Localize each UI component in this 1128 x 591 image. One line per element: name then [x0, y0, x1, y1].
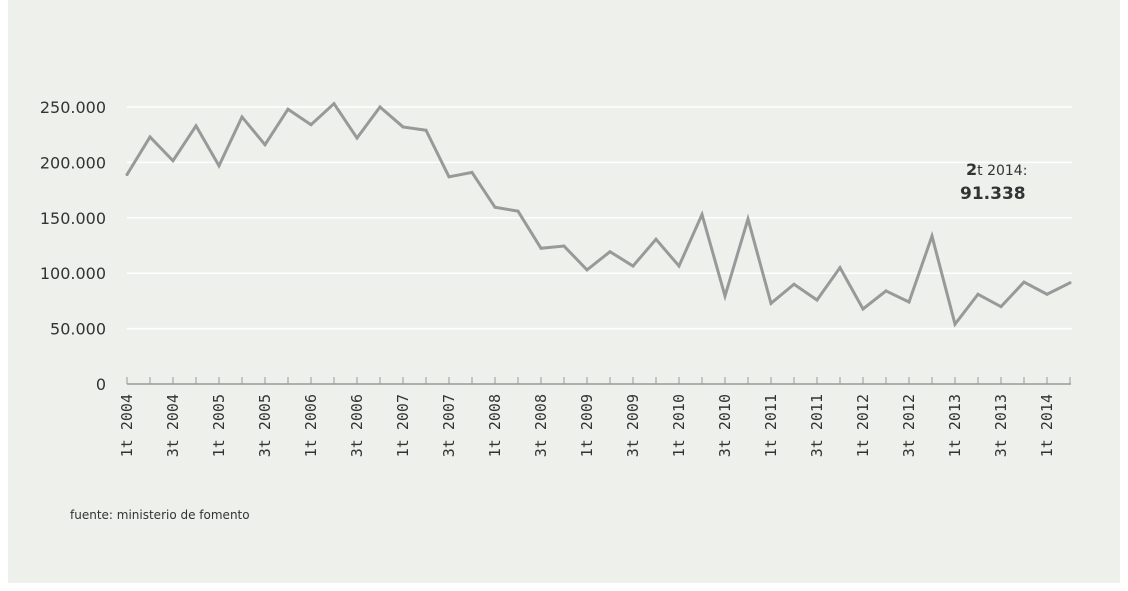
data-point — [148, 135, 152, 139]
x-tick-label: 1t 2013 — [946, 394, 964, 457]
line-chart: 0 50.000 100.000 150.000 200.000 250.000 1t 20… — [40, 98, 1072, 457]
data-point — [240, 115, 244, 119]
y-tick-label: 100.000 — [40, 264, 106, 283]
data-point — [401, 125, 405, 129]
x-tick-label: 1t 2007 — [394, 394, 412, 457]
x-tick-label: 3t 2005 — [256, 394, 274, 457]
data-point — [286, 107, 290, 111]
x-tick-label: 3t 2013 — [992, 394, 1010, 457]
data-point — [608, 250, 612, 254]
data-point — [1022, 280, 1026, 284]
data-point — [355, 136, 359, 140]
data-point — [884, 289, 888, 293]
x-tick-label: 1t 2008 — [486, 394, 504, 457]
data-point — [263, 143, 267, 147]
data-point — [194, 124, 198, 128]
data-point — [493, 205, 497, 209]
data-point — [516, 209, 520, 213]
data-point — [677, 264, 681, 268]
data-point — [861, 307, 865, 311]
x-tick-label: 3t 2010 — [716, 394, 734, 457]
data-point — [424, 128, 428, 132]
data-point — [907, 300, 911, 304]
data-point — [1068, 281, 1072, 285]
x-tick-label: 1t 2005 — [210, 394, 228, 457]
x-tick-label: 3t 2004 — [164, 394, 182, 457]
x-tick-label: 3t 2008 — [532, 394, 550, 457]
data-point — [562, 244, 566, 248]
data-point — [309, 123, 313, 127]
annotation-period-number: 2 — [966, 160, 978, 179]
data-point — [746, 217, 750, 221]
data-point — [769, 301, 773, 305]
data-point — [125, 173, 129, 177]
data-point — [723, 294, 727, 298]
x-tick-label: 1t 2014 — [1038, 394, 1056, 457]
data-point — [654, 237, 658, 241]
data-point — [815, 298, 819, 302]
x-tick-label: 1t 2012 — [854, 394, 872, 457]
data-point — [447, 175, 451, 179]
data-point — [1045, 292, 1049, 296]
x-tick-label: 1t 2011 — [762, 394, 780, 457]
annotation-period-text: t 2014: — [977, 163, 1028, 179]
data-point — [792, 282, 796, 286]
data-point — [217, 164, 221, 168]
y-tick-label: 200.000 — [40, 153, 106, 172]
x-tick-label: 1t 2010 — [670, 394, 688, 457]
y-tick-label: 0 — [96, 375, 106, 394]
data-point — [585, 268, 589, 272]
data-point — [631, 264, 635, 268]
x-tick-label: 3t 2006 — [348, 394, 366, 457]
x-tick-label: 3t 2009 — [624, 394, 642, 457]
x-tick-label: 1t 2004 — [118, 394, 136, 457]
data-point — [470, 170, 474, 174]
data-point — [700, 212, 704, 216]
data-point — [930, 234, 934, 238]
data-point — [976, 292, 980, 296]
x-tick-label: 1t 2009 — [578, 394, 596, 457]
source-note: fuente: ministerio de fomento — [70, 508, 250, 522]
chart-panel: 0 50.000 100.000 150.000 200.000 250.000 1t 20… — [8, 0, 1120, 583]
data-point — [378, 105, 382, 109]
x-tick-label: 3t 2007 — [440, 394, 458, 457]
data-point — [332, 102, 336, 106]
y-tick-label: 150.000 — [40, 209, 106, 228]
data-point — [838, 266, 842, 270]
x-tick-label: 3t 2011 — [808, 394, 826, 457]
series-line — [125, 101, 1071, 328]
last-value-annotation-value: 91.338 — [960, 184, 1026, 204]
x-tick-label: 3t 2012 — [900, 394, 918, 457]
data-point — [953, 322, 957, 326]
data-point — [539, 246, 543, 250]
last-value-annotation-period: 2t 2014: — [966, 160, 1027, 179]
data-point — [999, 305, 1003, 309]
y-tick-label: 50.000 — [50, 320, 106, 339]
data-point — [171, 159, 175, 163]
x-tick-label: 1t 2006 — [302, 394, 320, 457]
y-tick-label: 250.000 — [40, 98, 106, 117]
